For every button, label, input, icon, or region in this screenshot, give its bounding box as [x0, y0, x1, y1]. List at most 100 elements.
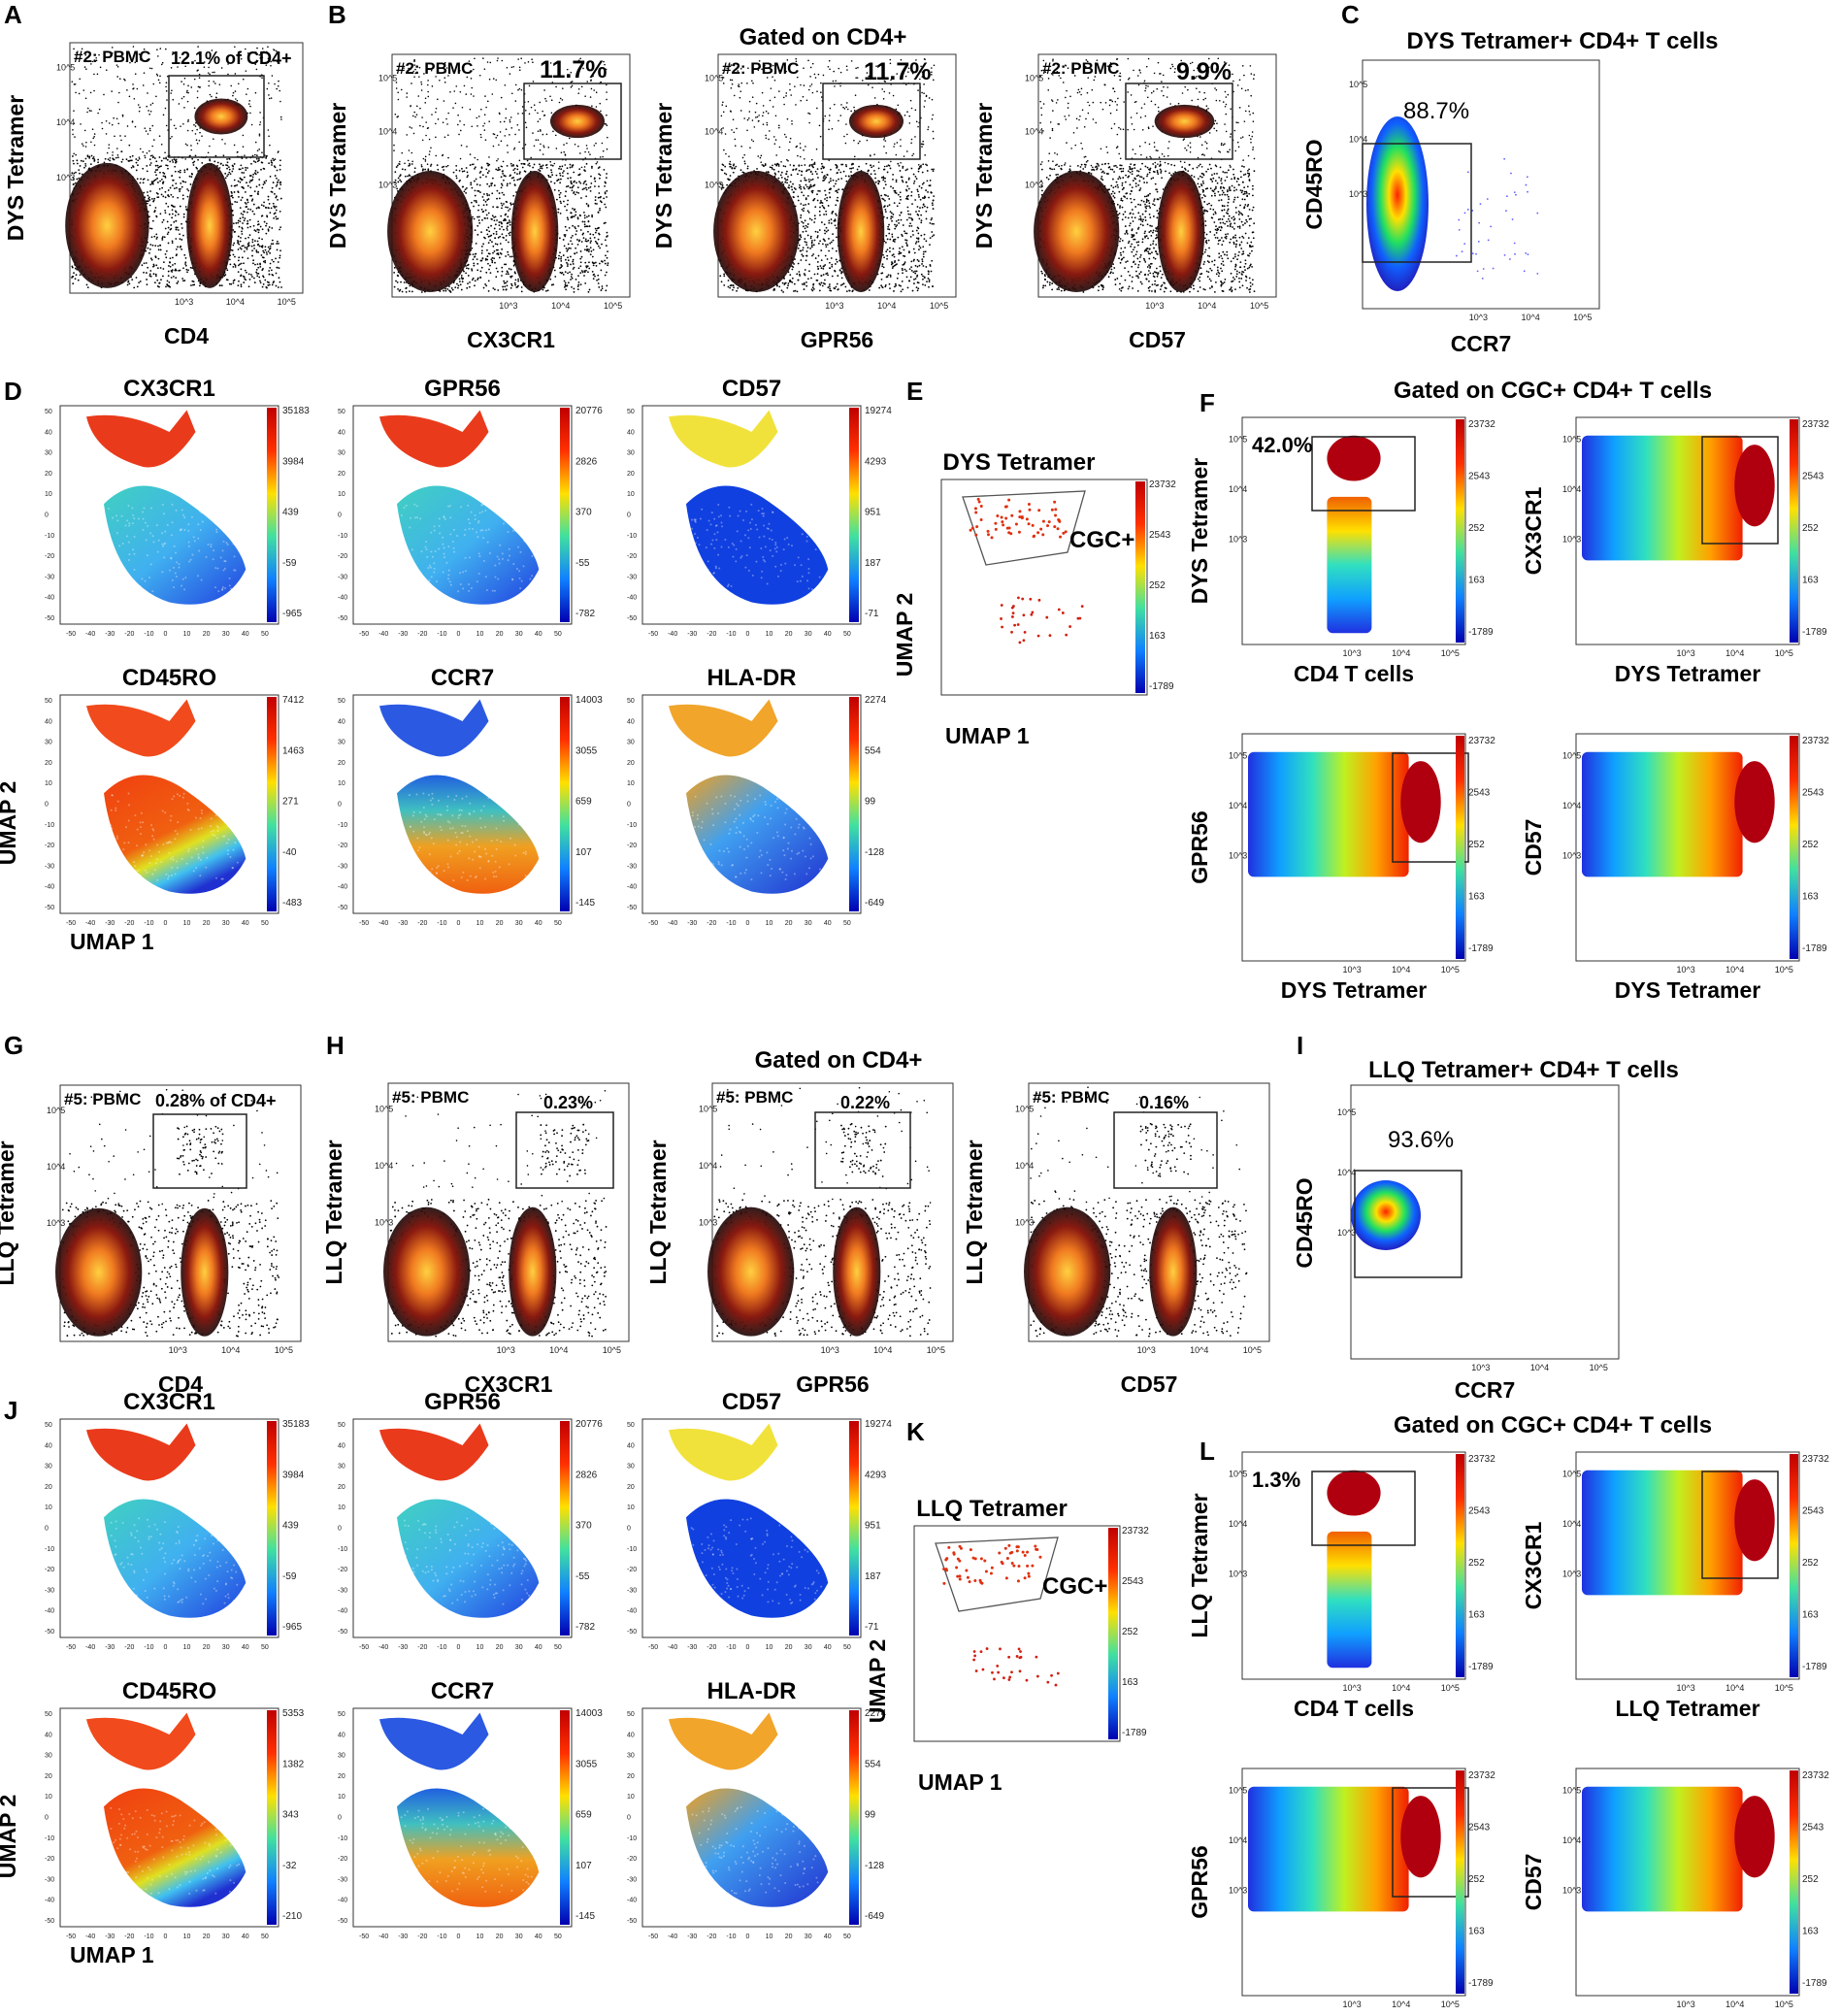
data-point: [823, 175, 826, 178]
data-point: [262, 183, 265, 185]
data-point: [253, 281, 256, 283]
data-point: [476, 269, 479, 272]
data-point: [497, 236, 500, 239]
data-point: [605, 206, 608, 209]
data-point: [486, 255, 489, 257]
data-point: [175, 211, 178, 214]
data-point: [824, 279, 826, 281]
data-point: [158, 285, 160, 288]
data-point: [91, 128, 94, 131]
gate-box: [168, 75, 265, 158]
data-point: [144, 156, 147, 159]
data-point: [569, 163, 572, 166]
data-point: [224, 172, 227, 175]
data-point: [835, 214, 838, 216]
data-point: [148, 164, 151, 166]
data-point: [162, 195, 165, 198]
data-point: [509, 116, 512, 118]
data-point: [496, 219, 498, 221]
data-point: [272, 202, 275, 205]
data-point: [521, 106, 524, 108]
data-point: [237, 271, 240, 273]
data-point: [600, 289, 603, 291]
data-point: [912, 234, 914, 236]
data-point: [116, 154, 119, 156]
data-point: [73, 122, 76, 124]
data-point: [481, 196, 484, 198]
data-point: [517, 278, 519, 281]
data-point: [252, 224, 255, 227]
data-point: [532, 166, 535, 169]
data-point: [931, 202, 934, 205]
data-point: [498, 144, 500, 147]
data-point: [518, 69, 521, 72]
data-point: [469, 153, 472, 155]
data-point: [249, 112, 251, 115]
data-point: [524, 144, 527, 146]
data-point: [208, 84, 211, 87]
data-point: [743, 162, 746, 165]
data-point: [101, 127, 104, 130]
data-point: [579, 182, 582, 184]
data-point: [179, 190, 181, 192]
data-point: [550, 164, 552, 167]
data-point: [103, 161, 106, 164]
data-point: [567, 243, 570, 246]
data-point: [558, 167, 560, 170]
data-point: [241, 230, 243, 233]
data-point: [396, 274, 399, 277]
data-point: [596, 161, 599, 163]
data-point: [246, 222, 248, 225]
data-point: [485, 229, 488, 232]
data-point: [175, 226, 178, 229]
data-point: [212, 71, 214, 74]
data-point: [510, 282, 512, 285]
data-point: [251, 179, 254, 181]
data-point: [500, 186, 503, 189]
data-point: [247, 285, 250, 288]
data-point: [446, 288, 449, 290]
data-point: [155, 264, 158, 267]
data-point: [445, 117, 447, 120]
data-point: [181, 222, 182, 225]
data-point: [73, 48, 75, 50]
data-point: [226, 158, 228, 160]
data-point: [426, 127, 429, 130]
data-point: [592, 248, 595, 251]
data-point: [249, 208, 252, 211]
data-point: [594, 231, 597, 234]
data-point: [275, 196, 278, 199]
data-point: [267, 246, 270, 248]
data-point: [185, 91, 188, 93]
data-point: [226, 167, 228, 170]
data-point: [554, 134, 557, 137]
data-point: [152, 199, 155, 202]
data-point: [148, 227, 151, 230]
x-axis-label: CX3CR1: [467, 327, 555, 352]
data-point: [215, 92, 218, 94]
data-point: [823, 179, 826, 182]
data-point: [920, 214, 923, 216]
data-point: [835, 204, 838, 207]
data-point: [906, 168, 908, 171]
data-point: [175, 161, 177, 164]
data-point: [471, 186, 474, 189]
data-point: [501, 225, 503, 228]
data-point: [179, 238, 181, 241]
data-point: [238, 225, 241, 228]
data-point: [506, 284, 509, 287]
data-point: [505, 116, 508, 119]
data-point: [512, 177, 515, 179]
data-point: [474, 167, 476, 170]
data-point: [527, 100, 530, 103]
data-point: [151, 182, 154, 185]
data-point: [467, 275, 470, 277]
data-point: [598, 185, 600, 188]
data-point: [543, 114, 546, 116]
data-point: [261, 215, 264, 217]
data-point: [447, 112, 449, 115]
data-point: [240, 275, 242, 278]
data-point: [507, 215, 509, 218]
data-point: [495, 79, 498, 82]
data-point: [171, 213, 174, 215]
